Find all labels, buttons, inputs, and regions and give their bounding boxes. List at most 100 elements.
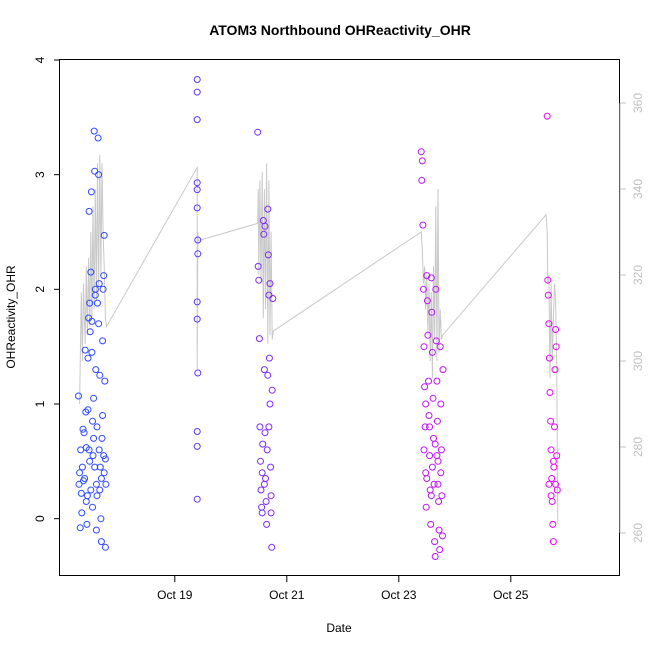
data-point xyxy=(438,492,446,500)
data-point xyxy=(89,452,97,460)
data-point xyxy=(419,221,427,229)
series-line xyxy=(79,154,559,525)
data-point xyxy=(544,291,552,299)
data-point xyxy=(83,520,91,528)
data-point xyxy=(75,480,83,488)
data-point xyxy=(85,446,93,454)
data-point xyxy=(421,383,429,391)
data-point xyxy=(552,326,560,333)
data-point xyxy=(429,394,437,402)
data-point xyxy=(551,366,559,374)
data-point xyxy=(193,315,201,323)
data-point xyxy=(545,354,553,362)
data-point xyxy=(194,369,202,377)
x-tick-label: Oct 23 xyxy=(381,588,417,602)
data-point xyxy=(547,492,555,500)
right-tick-label: 260 xyxy=(631,523,645,543)
data-point xyxy=(430,480,438,488)
data-point xyxy=(88,317,96,325)
data-point xyxy=(97,475,105,482)
y-tick-label: 0 xyxy=(33,515,47,522)
data-point xyxy=(264,251,272,259)
data-point xyxy=(267,463,275,471)
data-point xyxy=(268,543,276,551)
data-point xyxy=(434,480,442,488)
data-point xyxy=(76,469,84,477)
data-point xyxy=(437,469,445,477)
y-tick-label: 3 xyxy=(33,171,47,178)
data-point xyxy=(427,492,435,500)
data-point xyxy=(426,423,434,431)
data-point xyxy=(98,434,106,442)
y-tick-label: 1 xyxy=(33,400,47,407)
points-series xyxy=(75,76,561,560)
data-point xyxy=(431,553,439,560)
data-point xyxy=(433,377,441,385)
data-point xyxy=(78,509,86,517)
data-point xyxy=(426,486,434,494)
data-point xyxy=(432,285,440,293)
data-point xyxy=(193,442,201,450)
data-point xyxy=(266,400,274,408)
data-point xyxy=(89,417,96,425)
data-point xyxy=(95,320,103,328)
data-point xyxy=(258,503,266,511)
data-point xyxy=(82,408,90,416)
data-point xyxy=(92,480,100,488)
right-axis: 260 280 300 320 340 360 xyxy=(619,93,645,543)
data-point xyxy=(92,366,100,374)
data-point xyxy=(265,291,273,299)
data-point xyxy=(265,423,273,431)
data-point xyxy=(77,446,85,454)
right-tick-label: 280 xyxy=(631,437,645,457)
data-point xyxy=(552,343,560,351)
data-point xyxy=(422,503,430,511)
data-point xyxy=(257,486,265,494)
data-point xyxy=(95,280,103,288)
data-point xyxy=(88,348,96,356)
data-point xyxy=(193,186,201,194)
data-point xyxy=(99,285,107,293)
data-point xyxy=(439,532,446,540)
data-point xyxy=(255,335,263,343)
data-point xyxy=(93,492,101,500)
data-point xyxy=(77,489,85,497)
data-point xyxy=(92,526,100,534)
plot-area xyxy=(59,59,620,576)
data-point xyxy=(265,354,273,362)
data-point xyxy=(79,425,87,433)
data-point xyxy=(86,328,94,336)
data-point xyxy=(264,371,272,379)
data-point xyxy=(93,423,101,431)
data-point xyxy=(193,76,201,83)
data-point xyxy=(87,268,95,276)
data-point xyxy=(262,498,270,505)
line-series xyxy=(79,154,559,525)
data-point xyxy=(94,134,102,142)
data-point xyxy=(80,429,88,437)
data-point xyxy=(193,298,201,306)
data-point xyxy=(193,428,201,435)
data-point xyxy=(96,486,104,494)
data-point xyxy=(193,179,201,187)
data-point xyxy=(545,480,553,488)
right-tick-label: 340 xyxy=(631,179,645,199)
data-point xyxy=(100,452,108,460)
data-point xyxy=(435,526,443,534)
data-point xyxy=(193,88,201,96)
y-axis: 0 1 2 3 4 xyxy=(33,56,60,522)
data-point xyxy=(260,480,268,488)
data-point xyxy=(547,417,555,425)
data-point xyxy=(194,236,202,244)
data-point xyxy=(545,320,553,328)
data-point xyxy=(434,457,442,465)
data-point xyxy=(428,348,436,356)
data-point xyxy=(549,538,557,546)
data-point xyxy=(84,354,92,362)
data-point xyxy=(263,446,271,454)
data-point xyxy=(432,337,440,345)
data-point xyxy=(436,546,444,554)
data-point xyxy=(260,366,268,374)
data-point xyxy=(425,412,433,419)
data-point xyxy=(547,446,555,454)
